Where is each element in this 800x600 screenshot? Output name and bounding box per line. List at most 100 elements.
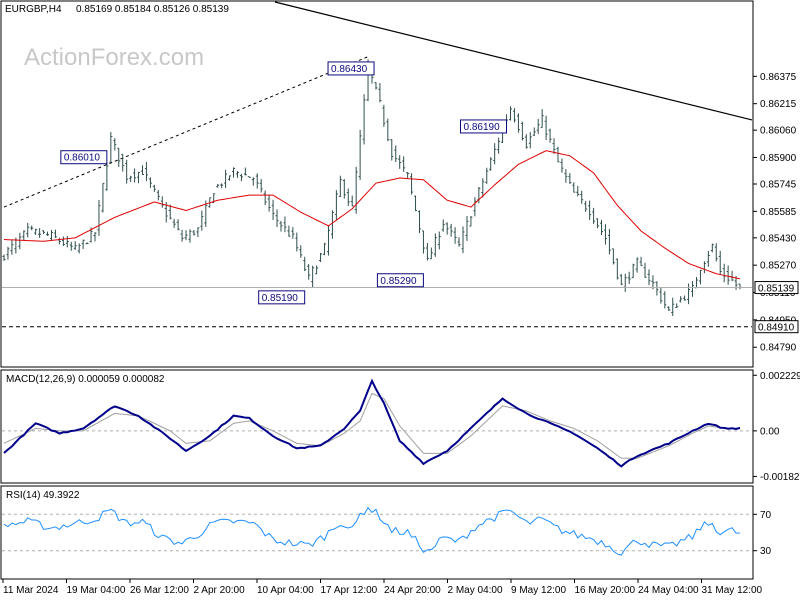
price-bar [596, 218, 600, 229]
price-bar [180, 229, 184, 242]
price-bar [334, 190, 338, 220]
price-bar [710, 243, 714, 253]
price-bar [342, 179, 346, 199]
price-bar [631, 263, 635, 279]
price-bar [176, 219, 180, 231]
price-bar [354, 166, 358, 214]
price-bar [49, 230, 53, 241]
price-bar [271, 199, 275, 221]
price-bar [77, 243, 81, 254]
price-bar [623, 273, 627, 293]
price-bar [698, 269, 702, 285]
price-bar [449, 223, 453, 237]
price-bar [69, 241, 73, 251]
price-tag-box [754, 281, 799, 295]
price-bar [168, 204, 172, 220]
price-bar [730, 270, 734, 282]
price-bar [129, 175, 133, 183]
price-bar [659, 287, 663, 304]
price-bar [53, 229, 57, 238]
price-bar [93, 232, 97, 242]
price-axis-label: 0.85745 [760, 180, 797, 191]
price-bar [414, 195, 418, 212]
price-bar [552, 138, 556, 154]
price-bar [303, 256, 307, 272]
price-bar [137, 171, 141, 184]
price-bar [378, 83, 382, 103]
price-bar [350, 195, 354, 207]
price-tag: 0.85139 [758, 284, 795, 295]
rsi-axis-label: 30 [760, 546, 772, 557]
price-bar [683, 295, 687, 301]
price-bar [663, 291, 667, 309]
price-bar [516, 113, 520, 133]
price-bar [611, 248, 615, 265]
price-axis-label: 0.86215 [760, 99, 797, 110]
rsi-title: RSI(14) 49.3922 [6, 490, 80, 501]
price-bar [564, 169, 568, 183]
level-label-box [258, 290, 306, 305]
price-bar [619, 273, 623, 286]
price-bar [671, 297, 675, 317]
price-bar [279, 220, 283, 232]
price-bar [105, 162, 109, 191]
price-bar [687, 283, 691, 305]
price-bar [42, 230, 46, 235]
price-bar [295, 232, 299, 252]
price-bar [532, 127, 536, 136]
price-bars [2, 59, 742, 317]
rsi-line [3, 506, 741, 556]
price-bar [627, 271, 631, 285]
price-bar [540, 109, 544, 128]
price-bar [358, 129, 362, 180]
price-bar [38, 228, 42, 238]
rsi-layer [2, 506, 752, 556]
price-bar [402, 156, 406, 172]
price-bar [493, 143, 497, 165]
price-bar [421, 230, 425, 254]
price-bar [473, 197, 477, 217]
price-bar [679, 296, 683, 303]
price-axis-label: 0.84790 [760, 343, 797, 354]
price-axis-label: 0.85270 [760, 261, 797, 272]
macd-title: MACD(12,26,9) 0.000059 0.000082 [6, 374, 165, 385]
time-axis-label: 16 May 20:00 [575, 585, 636, 596]
price-bar [600, 219, 604, 236]
time-axis-label: 2 Apr 20:00 [194, 585, 246, 596]
level-label-box [60, 150, 108, 165]
symbol-label: EURGBP,H4 [5, 4, 62, 15]
price-bar [346, 188, 350, 207]
price-bar [520, 121, 524, 141]
price-bar [148, 177, 152, 188]
price-bar [722, 263, 726, 283]
level-label: 0.86190 [463, 122, 500, 133]
price-bar [706, 250, 710, 267]
price-bar [192, 230, 196, 236]
price-bar [22, 230, 26, 241]
price-bar [6, 246, 10, 260]
price-bar [410, 173, 414, 195]
price-bar [121, 153, 125, 172]
time-axis-label: 26 Mar 12:00 [130, 585, 189, 596]
price-bar [603, 224, 607, 245]
price-axis-label: 0.85430 [760, 233, 797, 244]
price-bar [125, 159, 129, 184]
price-bar [232, 167, 236, 178]
price-bar [101, 182, 105, 213]
price-bar [524, 134, 528, 149]
price-layer: 0.86010 0.86430 0.86190 0.85190 0.85290 [2, 1, 753, 328]
price-bar [283, 216, 287, 233]
price-bar [140, 165, 144, 176]
price-axis-label: 0.86060 [760, 126, 797, 137]
moving-average-line [3, 150, 741, 280]
price-bar [607, 228, 611, 255]
time-axis-label: 2 May 04:00 [448, 585, 503, 596]
price-bar [362, 94, 366, 145]
price-bar [243, 167, 247, 176]
price-bar [307, 264, 311, 280]
price-bar [394, 145, 398, 163]
price-bar [188, 229, 192, 243]
price-bar [374, 82, 378, 90]
price-bar [386, 118, 390, 142]
